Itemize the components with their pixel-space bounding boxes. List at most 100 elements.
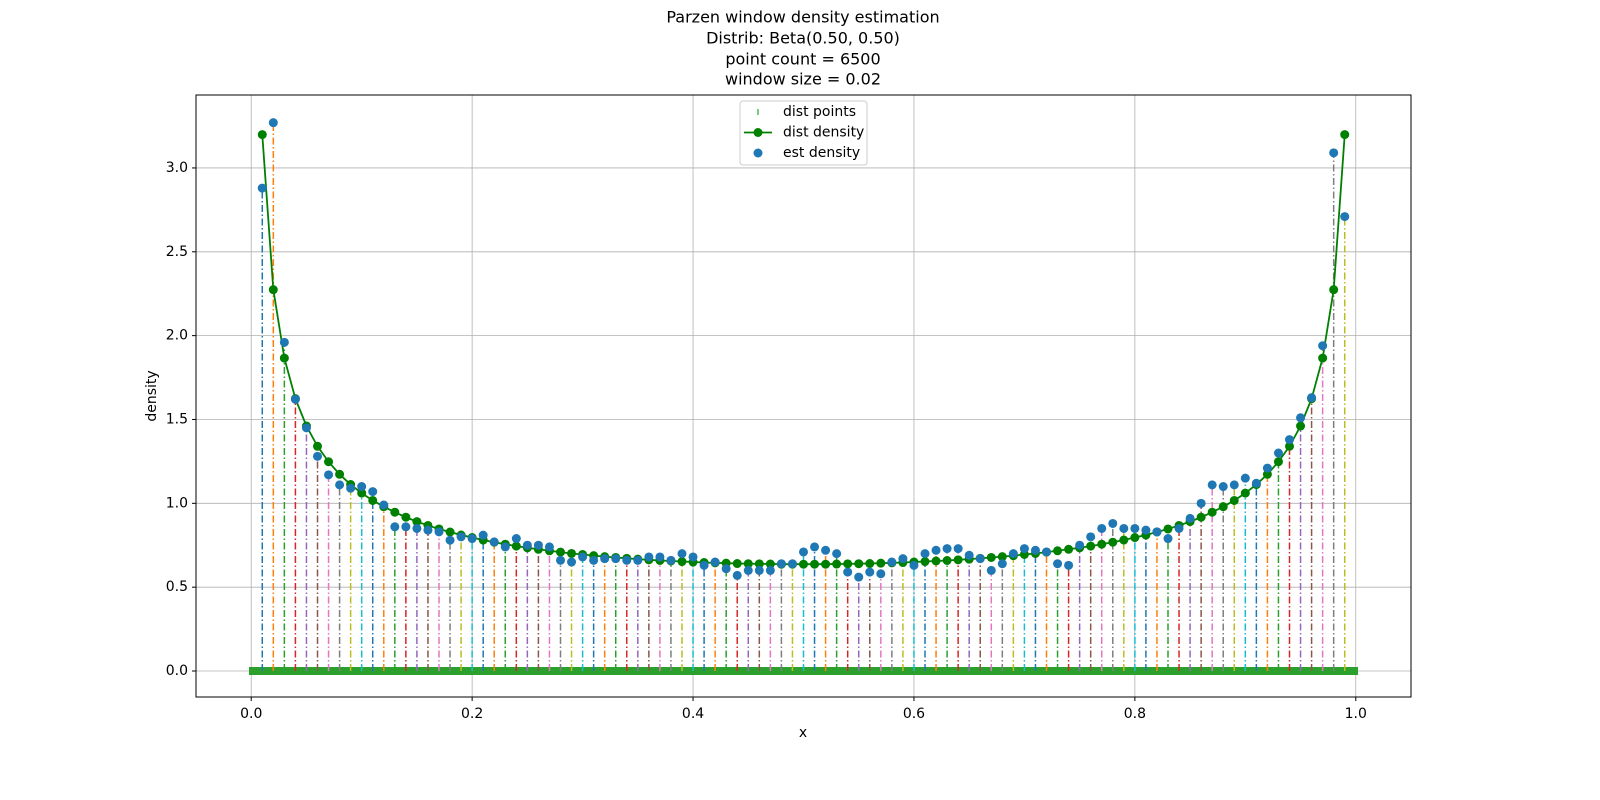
dist-density-point: [1229, 495, 1239, 505]
dist-density-point: [556, 547, 565, 557]
est-density-point: [1318, 341, 1328, 351]
dist-density-point: [368, 495, 378, 505]
est-density-point: [533, 540, 543, 550]
est-density-point: [1163, 534, 1173, 544]
est-density-point: [1262, 463, 1272, 473]
est-density-point: [1086, 532, 1096, 542]
est-density-point: [1218, 482, 1228, 492]
est-density-point: [556, 555, 565, 565]
est-density-point: [975, 554, 985, 564]
dist-density-point: [279, 353, 289, 363]
est-density-point: [511, 534, 521, 544]
x-axis-label: x: [799, 725, 807, 741]
est-density-point: [1229, 480, 1239, 490]
dist-density-point: [832, 559, 842, 569]
dist-density-point: [313, 441, 322, 451]
est-density-point: [776, 559, 786, 569]
est-density-point: [964, 550, 974, 560]
dist-density-point: [920, 557, 930, 567]
dist-density-point: [1119, 535, 1129, 545]
est-density-point: [655, 552, 665, 562]
chart-title: Parzen window density estimation: [666, 8, 939, 27]
est-density-point: [1141, 525, 1151, 535]
est-density-point: [953, 544, 963, 554]
est-density-point: [1307, 393, 1317, 403]
est-density-point: [567, 557, 577, 567]
est-density-point: [1207, 480, 1217, 490]
est-density-point: [1251, 478, 1261, 488]
dist-density-point: [1108, 537, 1118, 547]
y-tick-label: 2.5: [166, 244, 188, 260]
dist-density-point: [1296, 421, 1306, 431]
dist-density-point: [1318, 353, 1328, 363]
est-density-point: [765, 565, 775, 575]
est-density-point: [1075, 540, 1085, 550]
est-density-point: [1008, 549, 1018, 559]
est-density-point: [1174, 523, 1184, 533]
dist-density-point: [445, 527, 455, 537]
est-density-point: [500, 542, 510, 552]
est-density-point: [688, 552, 698, 562]
dist-density-point: [511, 541, 521, 551]
dist-density-point: [865, 559, 875, 569]
est-density-point: [489, 537, 499, 547]
est-density-point: [1240, 473, 1250, 483]
dist-density-point: [1340, 130, 1350, 140]
legend-marker: [753, 148, 763, 158]
est-density-point: [611, 554, 621, 564]
est-density-point: [1108, 518, 1118, 528]
dist-density-point: [357, 488, 367, 498]
est-density-point: [1119, 523, 1129, 533]
est-density-point: [589, 555, 599, 565]
est-density-point: [942, 544, 952, 554]
legend-label: est density: [783, 145, 860, 161]
legend-marker: [753, 128, 763, 137]
est-density-point: [600, 554, 610, 564]
dist-density-point: [567, 548, 577, 558]
est-density-point: [699, 560, 709, 570]
est-density-point: [578, 552, 588, 562]
axes-frame: [195, 94, 1412, 698]
x-tick-label: 0.0: [240, 706, 262, 722]
est-density-point: [843, 567, 853, 577]
dist-density-point: [953, 555, 963, 565]
est-density-point: [290, 394, 300, 404]
est-density-point: [1053, 559, 1063, 569]
est-density-point: [710, 557, 720, 567]
dist-density-point: [1097, 539, 1107, 549]
dist-density-point: [401, 512, 411, 522]
est-density-point: [876, 569, 886, 579]
est-density-point: [821, 545, 831, 555]
y-tick-label: 0.0: [166, 663, 188, 679]
est-density-point: [887, 557, 897, 567]
est-density-point: [721, 564, 731, 574]
dist-density-point: [743, 559, 753, 569]
x-tick-label: 0.2: [461, 706, 483, 722]
dist-density-point: [810, 559, 820, 569]
est-density-point: [677, 549, 687, 559]
est-density-point: [434, 527, 444, 537]
est-density-point: [313, 451, 322, 461]
dist-density-point: [1163, 524, 1173, 534]
dist-density-point: [754, 559, 764, 569]
dist-density-point: [843, 559, 853, 569]
grid: [196, 95, 1411, 697]
est-density-point: [478, 530, 488, 540]
dist-density-point: [942, 556, 952, 566]
chart-title: point count = 6500: [725, 50, 880, 69]
est-density-point: [732, 570, 742, 580]
dist-density-point: [997, 552, 1007, 562]
est-density-point: [1329, 148, 1339, 158]
legend-box: [739, 100, 868, 166]
dist-density-point: [268, 285, 278, 295]
chart-title: window size = 0.02: [725, 70, 881, 89]
y-tick-label: 1.0: [166, 495, 188, 511]
legend-label: dist points: [783, 104, 856, 120]
est-density-point: [898, 554, 908, 564]
est-density-point: [467, 534, 477, 544]
dist-density-point: [390, 507, 400, 517]
est-density-point: [644, 552, 654, 562]
y-tick-label: 3.0: [166, 160, 188, 176]
est-density-point: [368, 487, 378, 497]
dist-density-point: [876, 558, 886, 568]
